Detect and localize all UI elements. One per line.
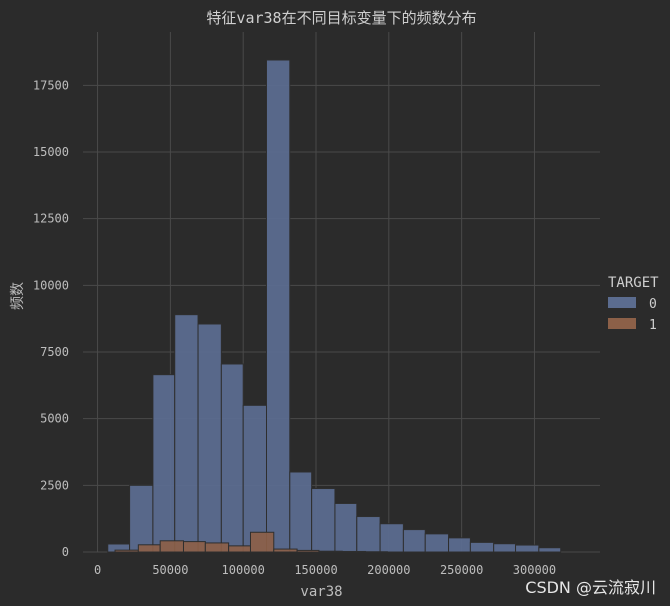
watermark: CSDN @云流寂川 bbox=[525, 578, 656, 597]
legend-swatch-1 bbox=[608, 318, 636, 329]
series-0-bar bbox=[379, 523, 404, 553]
y-tick-label: 2500 bbox=[40, 478, 69, 492]
x-tick-label: 300000 bbox=[513, 563, 556, 577]
y-tick-label: 10000 bbox=[33, 278, 69, 292]
series-1-bar bbox=[204, 542, 230, 553]
series-1-bar bbox=[159, 540, 184, 553]
series-0-bar bbox=[424, 533, 450, 553]
legend-label-0: 0 bbox=[649, 297, 657, 312]
y-tick-label: 15000 bbox=[33, 145, 69, 159]
y-tick-label: 5000 bbox=[40, 412, 69, 426]
series-0-bar bbox=[152, 374, 176, 553]
y-tick-label: 7500 bbox=[40, 345, 69, 359]
series-0-bar bbox=[402, 529, 426, 553]
series-1-bar bbox=[249, 531, 275, 553]
series-1-bar bbox=[318, 550, 343, 553]
series-1-bar bbox=[114, 549, 139, 553]
series-1-bar bbox=[228, 545, 251, 553]
series-0-bar bbox=[265, 59, 291, 553]
series-0-bar bbox=[493, 543, 517, 553]
legend-swatch-0 bbox=[608, 297, 636, 308]
series-0-bar bbox=[242, 404, 267, 553]
x-tick-label: 50000 bbox=[152, 563, 188, 577]
series-1-bar bbox=[273, 548, 298, 553]
series-1-bar bbox=[341, 550, 367, 553]
x-tick-label: 100000 bbox=[222, 563, 265, 577]
series-0-bar bbox=[448, 537, 471, 553]
series-0-bar bbox=[334, 502, 358, 553]
series-0-bar bbox=[129, 484, 154, 553]
y-tick-labels: 0 2500 5000 7500 10000 12500 15000 17500 bbox=[33, 78, 69, 559]
gridlines bbox=[83, 32, 600, 553]
series-0-bar bbox=[174, 314, 199, 553]
x-tick-label: 200000 bbox=[367, 563, 410, 577]
series-0-bar bbox=[538, 547, 562, 553]
legend-label-1: 1 bbox=[649, 318, 657, 333]
series-1-bars bbox=[114, 531, 388, 553]
y-tick-label: 12500 bbox=[33, 212, 69, 226]
legend: TARGET 0 1 bbox=[608, 275, 659, 333]
y-tick-label: 17500 bbox=[33, 78, 69, 92]
series-1-bar bbox=[137, 544, 161, 553]
series-0-bar bbox=[356, 516, 381, 553]
x-tick-label: 250000 bbox=[440, 563, 483, 577]
series-0-bars bbox=[107, 59, 562, 553]
x-axis-label: var38 bbox=[300, 584, 342, 600]
y-tick-label: 0 bbox=[62, 545, 69, 559]
series-0-bar bbox=[289, 471, 313, 553]
x-tick-label: 150000 bbox=[294, 563, 337, 577]
y-axis-label: 频数 bbox=[10, 282, 26, 310]
series-0-bar bbox=[469, 541, 495, 553]
legend-title: TARGET bbox=[608, 275, 659, 291]
series-0-bar bbox=[515, 544, 540, 553]
series-0-bar bbox=[220, 363, 244, 553]
series-0-bar bbox=[311, 488, 336, 553]
x-tick-labels: 0 50000 100000 150000 200000 250000 300000 bbox=[94, 563, 556, 577]
x-tick-label: 0 bbox=[94, 563, 101, 577]
series-0-bar bbox=[197, 323, 222, 553]
series-1-bar bbox=[182, 541, 206, 553]
chart-title: 特征var38在不同目标变量下的频数分布 bbox=[206, 9, 476, 27]
series-1-bar bbox=[296, 549, 320, 553]
